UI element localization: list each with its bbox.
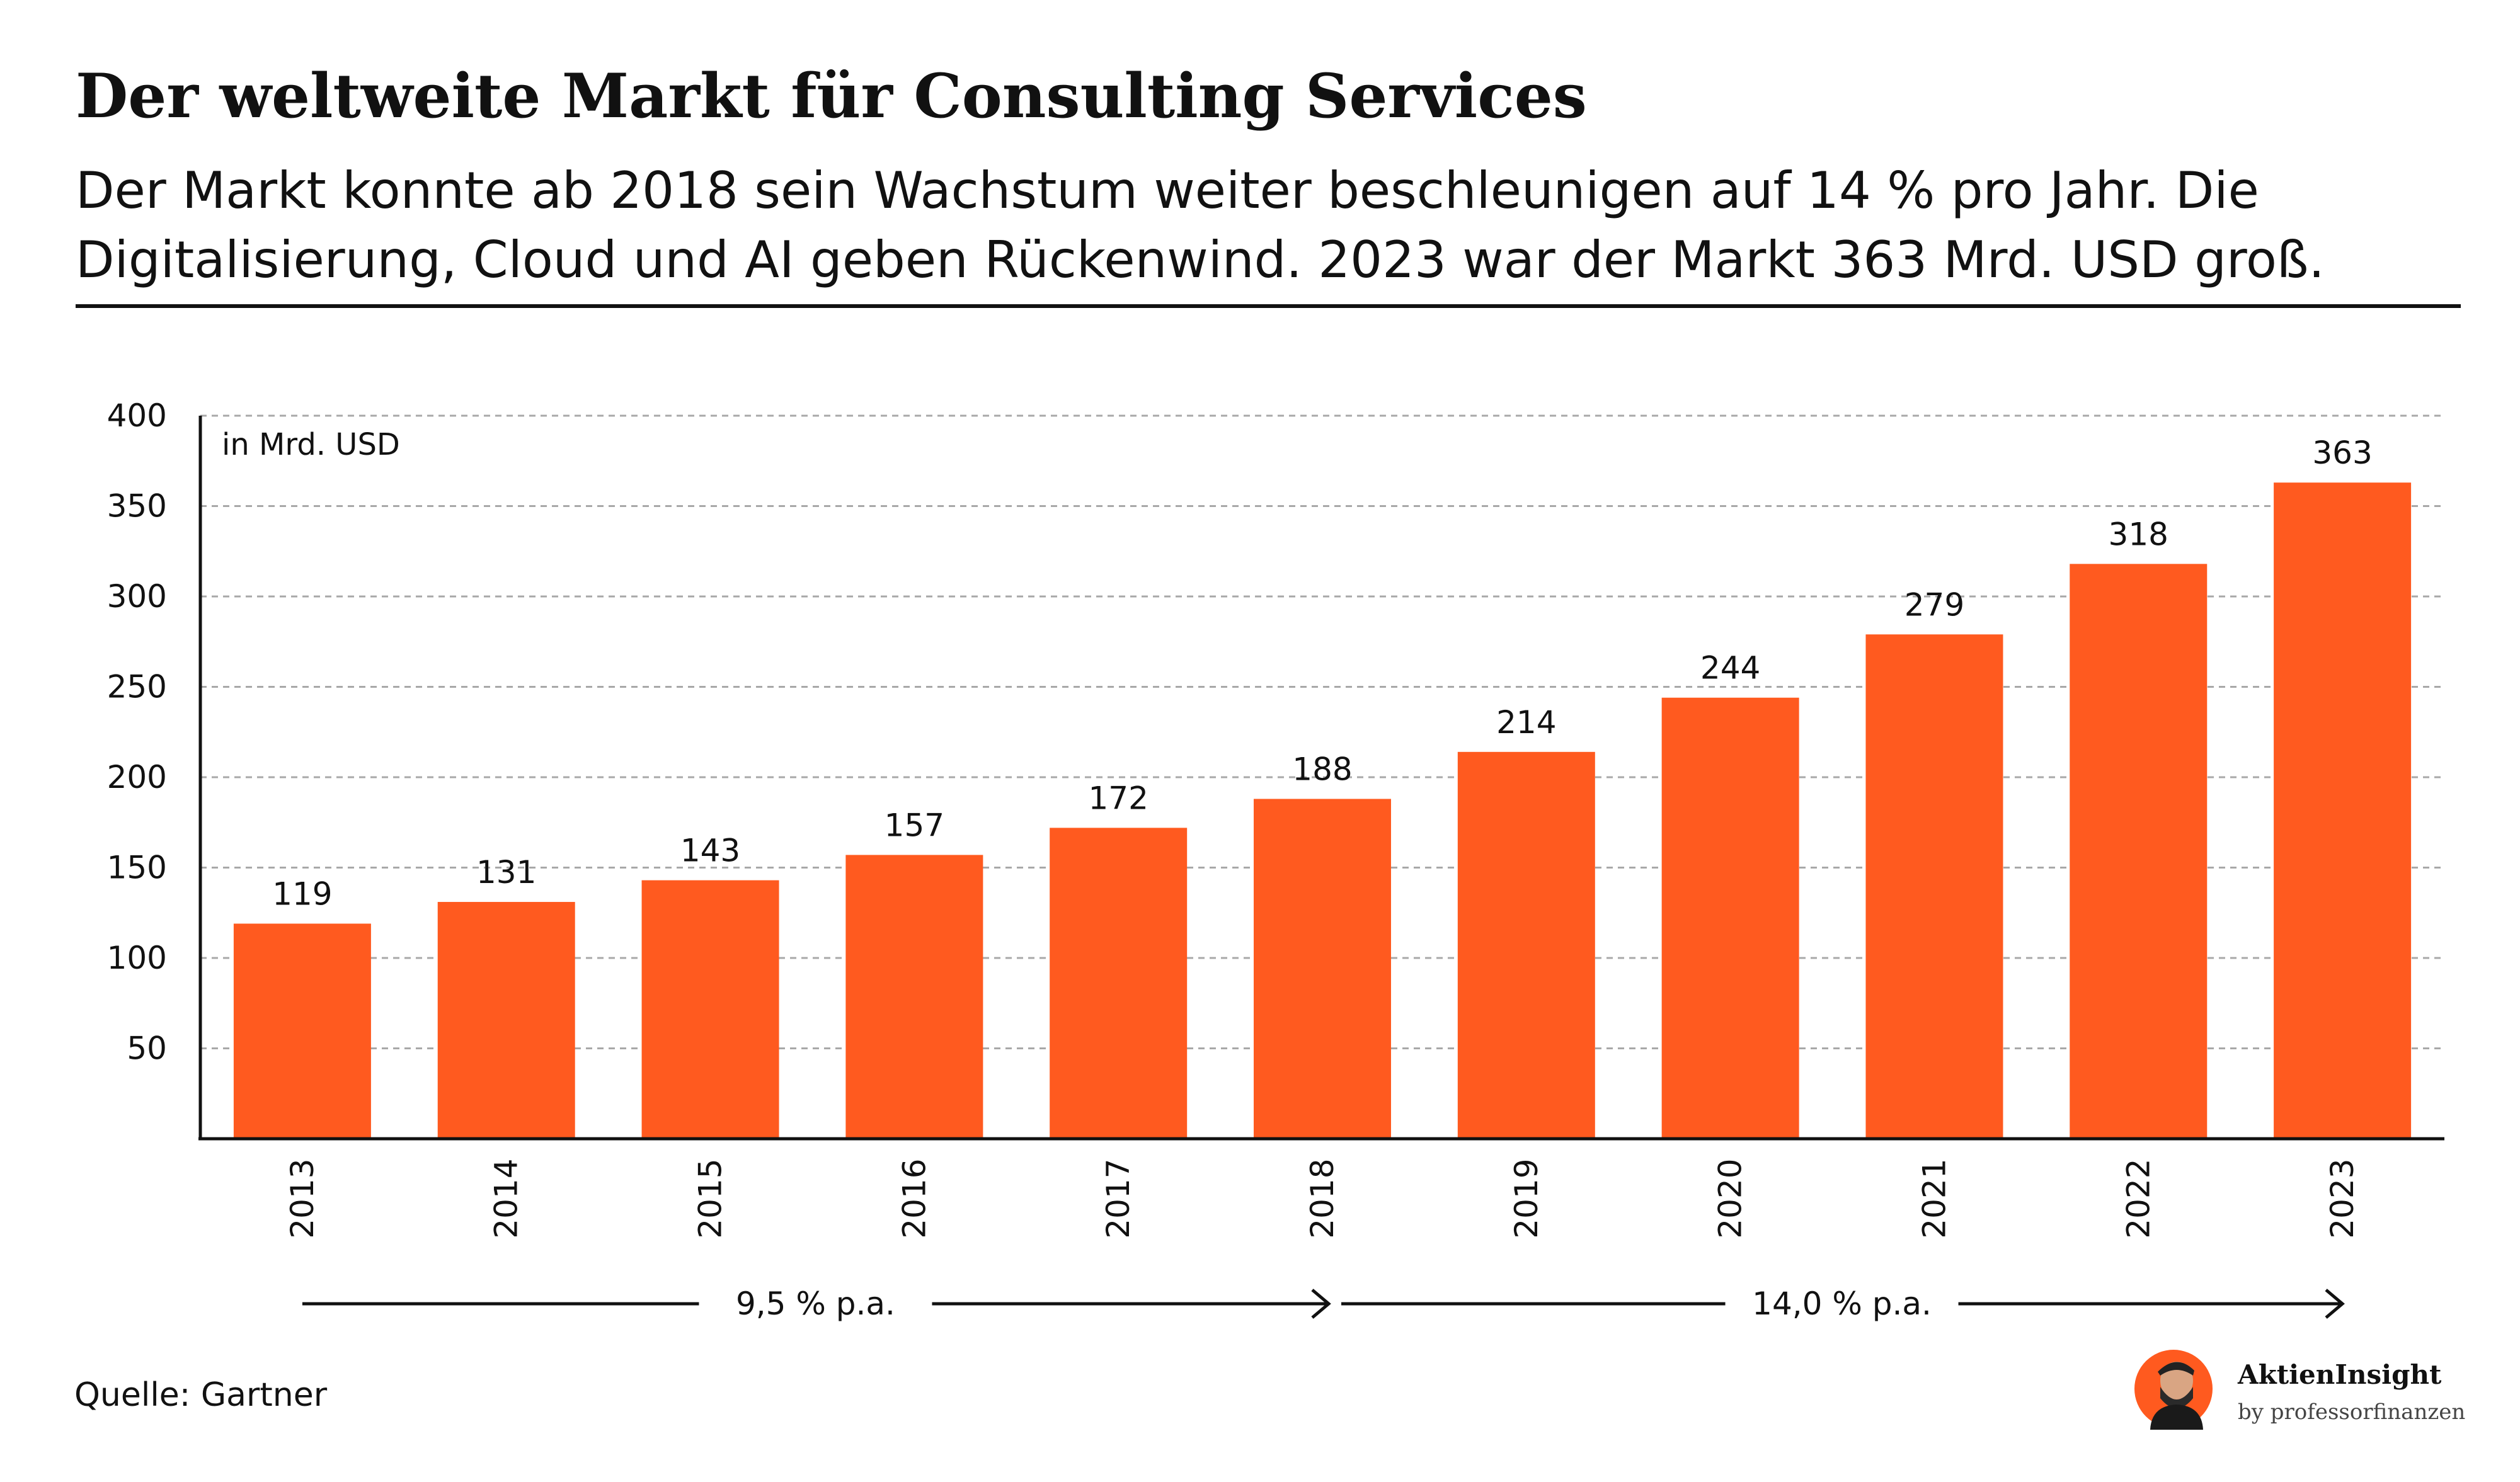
y-tick-label: 400 [107, 397, 167, 434]
x-tick-label: 2020 [1712, 1158, 1749, 1238]
bar [1661, 697, 1799, 1139]
header-divider [76, 304, 2461, 308]
bars [233, 482, 2412, 1139]
x-tick-label: 2017 [1100, 1158, 1137, 1238]
bar [1254, 799, 1391, 1139]
y-tick-label: 150 [107, 850, 167, 886]
x-tick-label: 2023 [2324, 1158, 2361, 1238]
data-label: 188 [1292, 751, 1352, 787]
x-tick-label: 2013 [284, 1158, 321, 1238]
x-tick-label: 2022 [2120, 1158, 2156, 1238]
bar [2274, 482, 2412, 1139]
x-tick-label: 2018 [1304, 1158, 1341, 1238]
bar [233, 923, 371, 1139]
y-tick-label: 200 [107, 759, 167, 795]
bar [437, 902, 575, 1139]
data-label: 244 [1700, 650, 1760, 687]
y-tick-label: 50 [127, 1030, 167, 1067]
y-tick-label: 100 [107, 940, 167, 976]
source-note: Quelle: Gartner [74, 1376, 328, 1414]
growth-rate-label: 9,5 % p.a. [736, 1285, 895, 1322]
y-tick-label: 300 [107, 578, 167, 615]
growth-arrow-head [1311, 1289, 1331, 1319]
data-label: 143 [680, 833, 740, 869]
brand-name: AktienInsight [2238, 1359, 2442, 1390]
data-label: 363 [2312, 435, 2372, 471]
bar [641, 880, 779, 1139]
y-tick-label: 350 [107, 488, 167, 525]
bar [1865, 634, 2003, 1139]
data-label: 131 [476, 854, 536, 891]
growth-rate-label: 14,0 % p.a. [1752, 1285, 1932, 1322]
unit-label: in Mrd. USD [222, 427, 400, 462]
labels: 50 100 150 200 250 300 350 400 119 2013 131 2014 143… [107, 397, 2373, 1239]
data-label: 172 [1088, 780, 1148, 816]
data-label: 214 [1496, 704, 1556, 741]
x-tick-label: 2015 [692, 1158, 729, 1238]
x-tick-label: 2014 [488, 1158, 525, 1238]
x-tick-label: 2021 [1916, 1158, 1952, 1238]
data-label: 318 [2109, 516, 2168, 552]
bar [2070, 564, 2208, 1139]
bar [1050, 828, 1188, 1139]
growth-arrow-head [2325, 1289, 2345, 1319]
data-label: 119 [272, 875, 332, 912]
axes [198, 416, 2444, 1141]
x-tick-label: 2016 [896, 1158, 932, 1238]
bar [1457, 751, 1595, 1139]
bar [845, 855, 983, 1139]
chart-subtitle: Der Markt konnte ab 2018 sein Wachstum w… [76, 161, 2325, 289]
growth-annotations: 9,5 % p.a. 14,0 % p.a. [302, 1285, 2345, 1322]
x-tick-label: 2019 [1508, 1158, 1545, 1238]
avatar-icon [2134, 1350, 2213, 1430]
brand-byline: by professorfinanzen [2238, 1399, 2466, 1425]
data-label: 279 [1904, 586, 1964, 623]
data-label: 157 [885, 807, 944, 843]
chart-title: Der weltweite Markt für Consulting Servi… [76, 60, 1587, 132]
y-tick-label: 250 [107, 669, 167, 705]
